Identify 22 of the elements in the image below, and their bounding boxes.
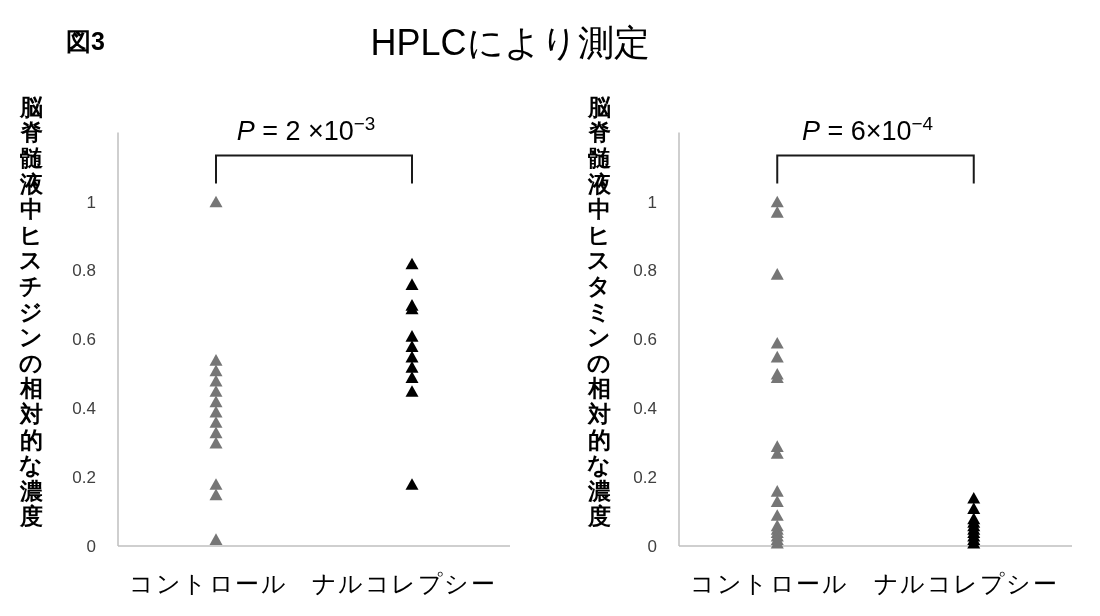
- x-tick-label: ナルコレプシー: [873, 570, 1058, 597]
- title: HPLCにより測定: [370, 22, 650, 63]
- y-tick-label: 0.8: [633, 261, 657, 281]
- y-tick-label: 1: [86, 192, 96, 212]
- y-tick-label: 0: [647, 537, 657, 556]
- x-tick-label: ナルコレプシー: [311, 570, 497, 597]
- y-axis-title: 脳脊髄液中ヒスタミンの相対的な濃度: [587, 93, 611, 530]
- x-tick-label: コントロール: [129, 570, 287, 597]
- annotation: 図3: [66, 27, 105, 55]
- y-tick-label: 0.6: [633, 330, 657, 350]
- y-tick-label: 0.4: [633, 399, 657, 419]
- y-tick-label: 0.8: [72, 261, 96, 281]
- annotation: P = 6×10$^{−4}$: [801, 112, 934, 146]
- y-axis-title: 脳脊髄液中ヒスチジンの相対的な濃度: [19, 93, 43, 530]
- y-tick-label: 0.2: [633, 468, 657, 488]
- x-tick-label: コントロール: [690, 570, 849, 597]
- y-tick-label: 1: [647, 192, 657, 212]
- y-tick-label: 0: [86, 537, 96, 556]
- y-tick-label: 0.4: [72, 399, 96, 419]
- annotation: P = 2 ×10$^{−3}$: [236, 112, 376, 146]
- y-tick-label: 0.6: [72, 330, 96, 350]
- y-tick-label: 0.2: [72, 468, 96, 488]
